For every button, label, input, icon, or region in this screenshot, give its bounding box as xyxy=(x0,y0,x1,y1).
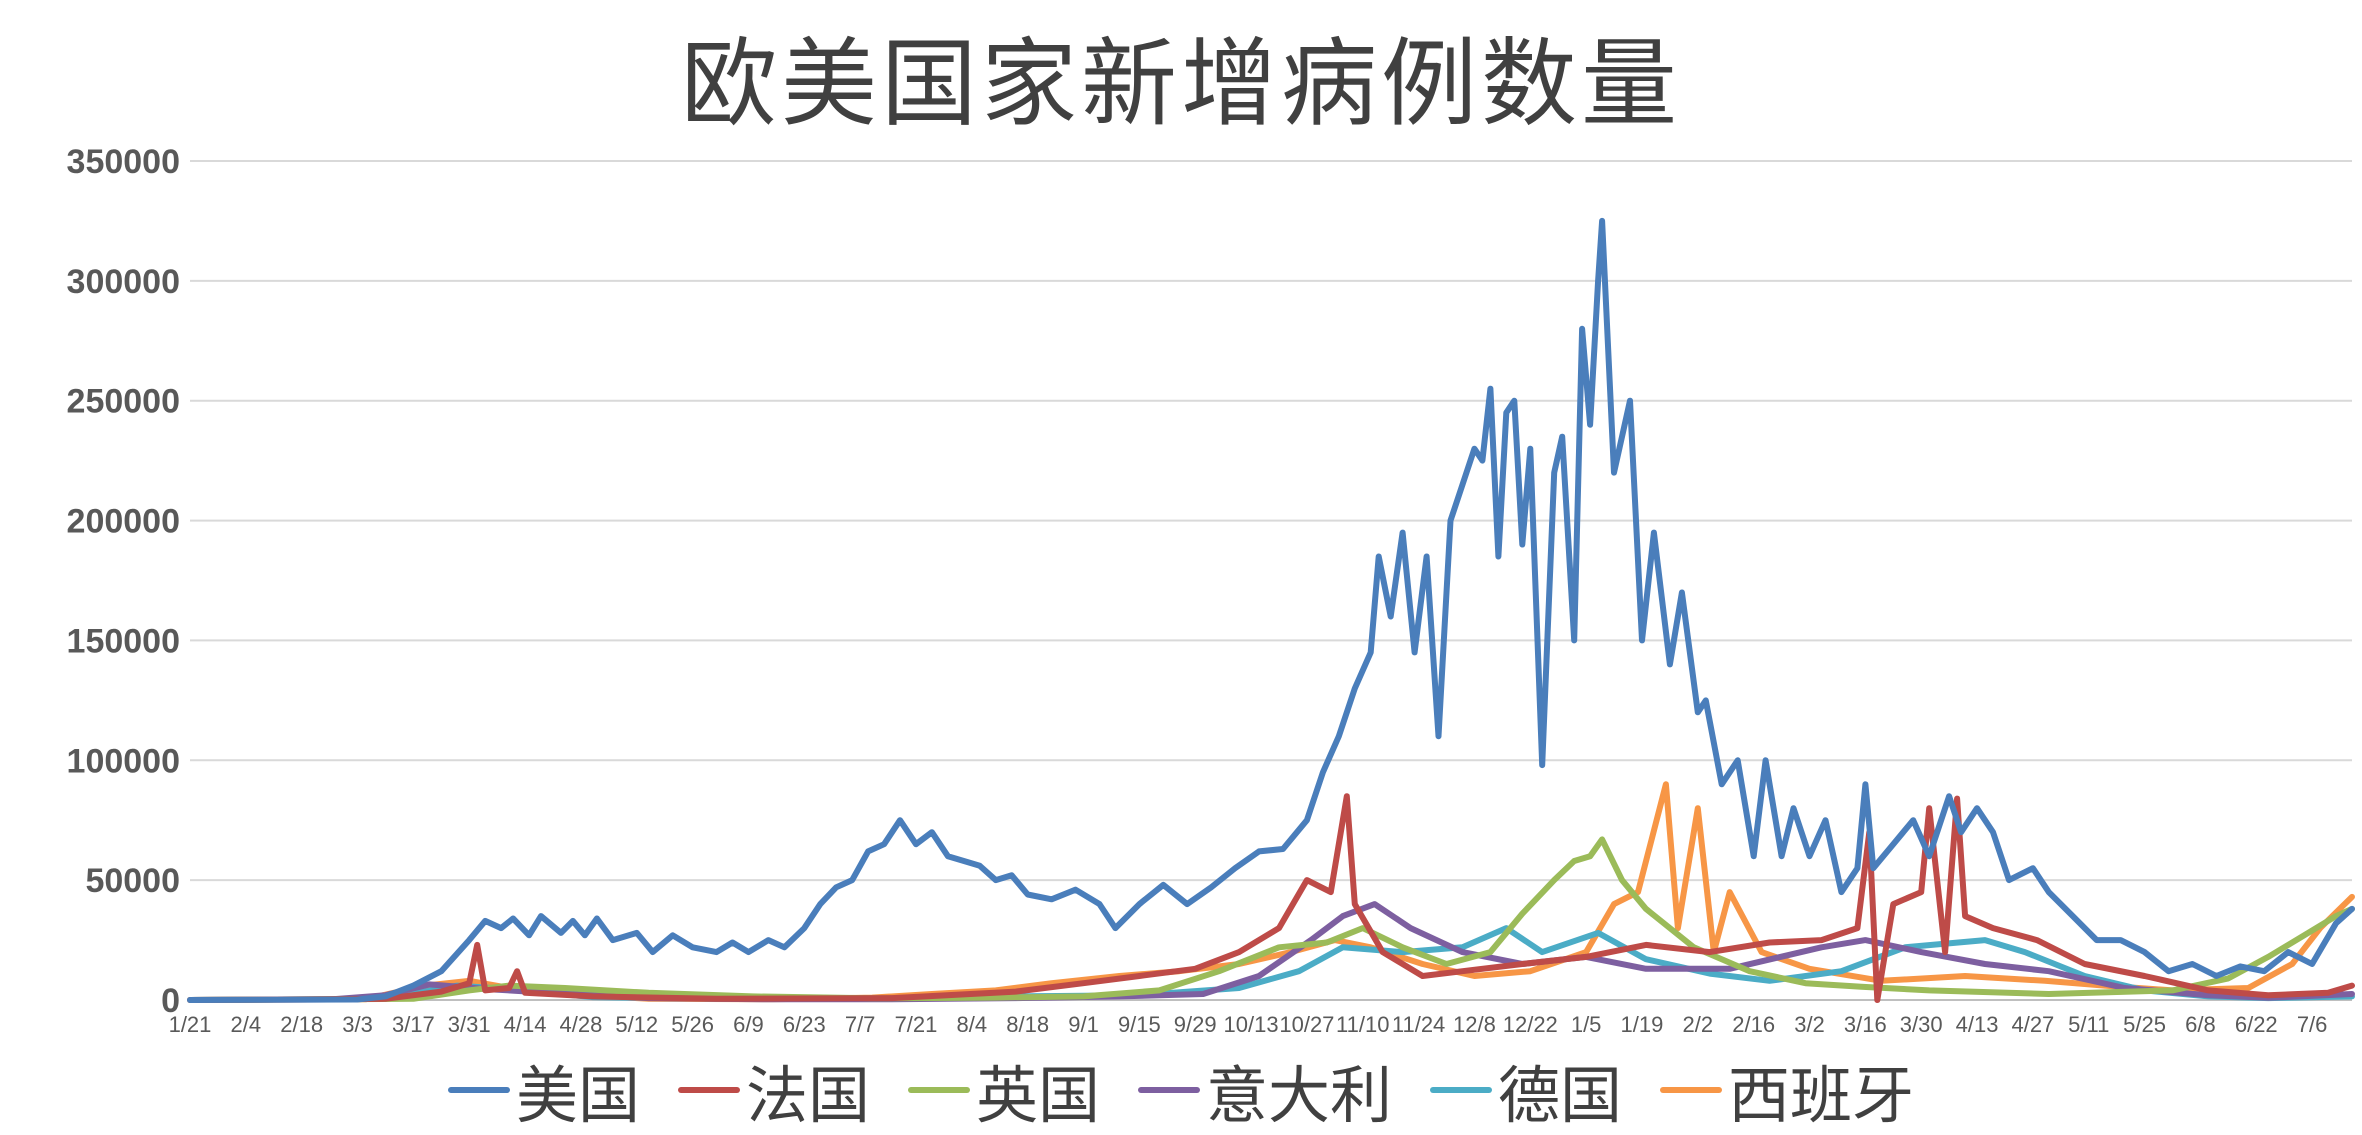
x-tick-label: 1/19 xyxy=(1621,1012,1664,1037)
legend: 美国 法国 英国 意大利 德国 西班牙 xyxy=(0,1050,2362,1132)
legend-swatch xyxy=(447,1087,510,1093)
x-tick-label: 11/10 xyxy=(1336,1012,1389,1037)
x-tick-label: 12/22 xyxy=(1503,1012,1558,1037)
x-tick-label: 8/4 xyxy=(957,1012,988,1037)
x-tick-label: 4/27 xyxy=(2011,1012,2054,1037)
x-tick-label: 3/16 xyxy=(1844,1012,1887,1037)
y-tick-label: 50000 xyxy=(85,862,180,900)
x-tick-label: 3/17 xyxy=(392,1012,435,1037)
series-lines xyxy=(187,217,2355,1003)
grid-lines xyxy=(190,160,2352,1001)
y-axis-ticks: 0 50000 100000 150000 200000 250000 300000 3500… xyxy=(67,143,180,1020)
legend-label: 英国 xyxy=(975,1059,1100,1132)
y-tick-label: 100000 xyxy=(67,742,180,780)
series-line-1 xyxy=(187,793,2355,1003)
legend-label: 美国 xyxy=(515,1059,640,1132)
legend-label: 意大利 xyxy=(1206,1059,1393,1132)
x-tick-label: 6/23 xyxy=(783,1012,826,1037)
x-tick-label: 8/18 xyxy=(1006,1012,1049,1037)
legend-swatch xyxy=(1430,1087,1493,1093)
x-tick-label: 4/14 xyxy=(504,1012,547,1037)
x-tick-label: 6/9 xyxy=(733,1012,764,1037)
x-tick-label: 4/13 xyxy=(1956,1012,1999,1037)
legend-swatch xyxy=(1660,1087,1723,1093)
x-tick-label: 7/21 xyxy=(895,1012,938,1037)
legend-swatch xyxy=(677,1087,740,1093)
y-tick-label: 250000 xyxy=(67,383,180,421)
x-tick-label: 7/6 xyxy=(2297,1012,2328,1037)
legend-item: 西班牙 xyxy=(1660,1045,1914,1135)
legend-swatch xyxy=(1138,1087,1200,1093)
x-tick-label: 2/4 xyxy=(231,1012,262,1037)
x-tick-label: 10/13 xyxy=(1224,1012,1279,1037)
y-tick-label: 150000 xyxy=(67,622,180,660)
x-tick-label: 7/7 xyxy=(845,1012,876,1037)
legend-label: 德国 xyxy=(1498,1059,1623,1132)
x-tick-label: 2/16 xyxy=(1732,1012,1775,1037)
legend-item: 美国 xyxy=(447,1045,640,1135)
x-tick-label: 2/2 xyxy=(1683,1012,1714,1037)
y-tick-label: 0 xyxy=(161,982,180,1020)
x-tick-label: 5/26 xyxy=(671,1012,714,1037)
x-tick-label: 5/11 xyxy=(2068,1012,2109,1037)
x-tick-label: 2/18 xyxy=(280,1012,323,1037)
x-tick-label: 9/1 xyxy=(1068,1012,1099,1037)
y-tick-label: 350000 xyxy=(67,143,180,181)
x-tick-label: 10/27 xyxy=(1279,1012,1334,1037)
legend-item: 英国 xyxy=(907,1045,1100,1135)
x-tick-label: 3/30 xyxy=(1900,1012,1943,1037)
x-tick-label: 6/22 xyxy=(2235,1012,2278,1037)
legend-item: 法国 xyxy=(677,1045,870,1135)
line-chart: 0 50000 100000 150000 200000 250000 300000 3500… xyxy=(67,143,2355,1037)
x-tick-label: 3/3 xyxy=(342,1012,373,1037)
x-tick-label: 9/15 xyxy=(1118,1012,1161,1037)
legend-label: 法国 xyxy=(745,1059,870,1132)
x-tick-label: 12/8 xyxy=(1453,1012,1496,1037)
y-tick-label: 300000 xyxy=(67,263,180,301)
x-tick-label: 3/31 xyxy=(448,1012,491,1037)
y-tick-label: 200000 xyxy=(67,503,180,541)
chart-title: 欧美国家新增病例数量 xyxy=(681,28,1681,140)
series-line-0 xyxy=(187,217,2355,1003)
x-tick-label: 1/5 xyxy=(1571,1012,1602,1037)
x-tick-label: 5/12 xyxy=(615,1012,658,1037)
legend-item: 德国 xyxy=(1430,1045,1622,1135)
x-tick-label: 3/2 xyxy=(1794,1012,1825,1037)
legend-label: 西班牙 xyxy=(1728,1059,1915,1132)
legend-item: 意大利 xyxy=(1138,1045,1392,1135)
x-tick-label: 6/8 xyxy=(2185,1012,2216,1037)
x-tick-label: 1/21 xyxy=(169,1012,212,1037)
x-axis-ticks: 1/21 2/4 2/18 3/3 3/17 3/31 4/14 4/28 5/12 5/26 6/… xyxy=(169,1012,2328,1037)
x-tick-label: 4/28 xyxy=(560,1012,603,1037)
x-tick-label: 9/29 xyxy=(1174,1012,1217,1037)
x-tick-label: 5/25 xyxy=(2123,1012,2166,1037)
x-tick-label: 11/24 xyxy=(1392,1012,1445,1037)
legend-swatch xyxy=(907,1087,970,1093)
